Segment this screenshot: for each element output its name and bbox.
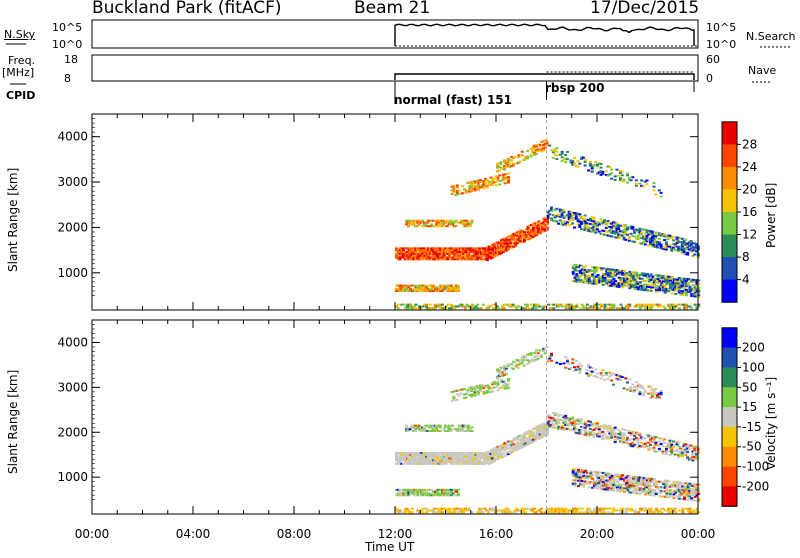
velocity-colorbar-label: Velocity [m s⁻¹]	[764, 376, 778, 470]
xtick-label-6: 00:00	[681, 527, 716, 541]
velocity-ytick-label-2: 3000	[57, 380, 88, 394]
power-colorbar-tick-label-1: 8	[742, 250, 750, 264]
nsearch-tick-bottom: 10^0	[706, 38, 737, 51]
freq-trace	[394, 73, 695, 80]
power-colorbar-tick-label-3: 16	[742, 205, 757, 219]
power-ylabel: Slant Range [km]	[6, 167, 20, 272]
velocity-ytick-label-3: 4000	[57, 335, 88, 349]
freq-label: Freq.	[8, 54, 36, 67]
velocity-colorbar-tick-label-7: -200	[742, 479, 769, 493]
velocity-colorbar-segment-8	[722, 486, 737, 507]
cpid-mode-1: normal (fast) 151	[394, 93, 512, 107]
nave-tick-bottom: 0	[706, 72, 713, 85]
velocity-colorbar-frame	[721, 327, 738, 507]
velocity-scatter-cells	[395, 346, 701, 514]
nsky-tick-bottom: 10^0	[52, 38, 83, 51]
freq-tick-bottom: 8	[64, 72, 71, 85]
velocity-colorbar-segment-5	[722, 426, 737, 448]
velocity-colorbar-segment-3	[722, 387, 737, 408]
velocity-ylabel: Slant Range [km]	[6, 369, 20, 474]
velocity-colorbar-tick-label-6: -100	[742, 460, 769, 474]
velocity-colorbar-segment-2	[722, 367, 737, 388]
nsky-label: N.Sky	[4, 28, 36, 41]
nave-tick-top: 60	[706, 53, 720, 66]
xtick-label-5: 20:00	[580, 527, 615, 541]
velocity-colorbar-tick-label-3: 15	[742, 400, 757, 414]
velocity-colorbar-segment-7	[722, 466, 737, 487]
station-title: Buckland Park (fitACF)	[92, 0, 282, 18]
nsky-trace	[394, 23, 695, 46]
velocity-colorbar-tick-label-2: 50	[742, 380, 757, 394]
velocity-colorbar-tick-label-0: 200	[742, 341, 765, 355]
power-colorbar-segment-2	[722, 166, 737, 190]
velocity-colorbar-tick-label-1: 100	[742, 360, 765, 374]
power-colorbar-segment-0	[722, 121, 737, 145]
xtick-label-3: 12:00	[378, 527, 413, 541]
power-ytick-label-0: 1000	[57, 266, 88, 280]
xtick-label-1: 04:00	[176, 527, 211, 541]
power-colorbar-label: Power [dB]	[764, 182, 778, 248]
power-colorbar-tick-label-2: 12	[742, 228, 757, 242]
power-ytick-label-2: 3000	[57, 175, 88, 189]
power-ytick-label-1: 2000	[57, 220, 88, 234]
nsky-tick-top: 10^5	[52, 21, 83, 34]
velocity-colorbar-segment-6	[722, 446, 737, 468]
velocity-colorbar-segment-0	[722, 327, 737, 349]
date-title: 17/Dec/2015	[590, 0, 700, 18]
power-colorbar-tick-label-6: 28	[742, 137, 757, 151]
nsky-panel-frame	[91, 19, 699, 49]
power-colorbar-segment-3	[722, 189, 737, 213]
xtick-label-2: 08:00	[277, 527, 312, 541]
power-colorbar-tick-label-4: 20	[742, 182, 757, 196]
xtick-label-4: 16:00	[479, 527, 514, 541]
cpid-label: CPID	[6, 89, 36, 102]
x-axis-label: Time UT	[365, 540, 415, 554]
velocity-colorbar-segment-4	[722, 407, 737, 428]
power-colorbar-segment-1	[722, 144, 737, 168]
nsearch-tick-top: 10^5	[706, 21, 737, 34]
nsearch-label: N.Search	[746, 30, 796, 43]
nave-label: Nave	[748, 64, 777, 77]
power-colorbar-tick-label-0: 4	[742, 273, 750, 287]
velocity-colorbar-segment-1	[722, 347, 737, 368]
freq-tick-top: 18	[64, 53, 78, 66]
power-colorbar-segment-7	[722, 279, 737, 303]
velocity-colorbar-tick-label-4: -15	[742, 420, 762, 434]
cpid-mode-2: rbsp 200	[545, 81, 605, 95]
power-colorbar-segment-6	[722, 257, 737, 281]
velocity-ytick-label-1: 2000	[57, 425, 88, 439]
power-colorbar-segment-4	[722, 212, 737, 236]
power-colorbar-tick-label-5: 24	[742, 160, 757, 174]
xtick-label-0: 00:00	[75, 527, 110, 541]
freq-unit: [MHz]	[2, 66, 35, 79]
velocity-colorbar-tick-label-5: -50	[742, 440, 762, 454]
power-colorbar-segment-5	[722, 234, 737, 258]
power-ytick-label-3: 4000	[57, 130, 88, 144]
velocity-ytick-label-0: 1000	[57, 470, 88, 484]
beam-title: Beam 21	[354, 0, 431, 18]
